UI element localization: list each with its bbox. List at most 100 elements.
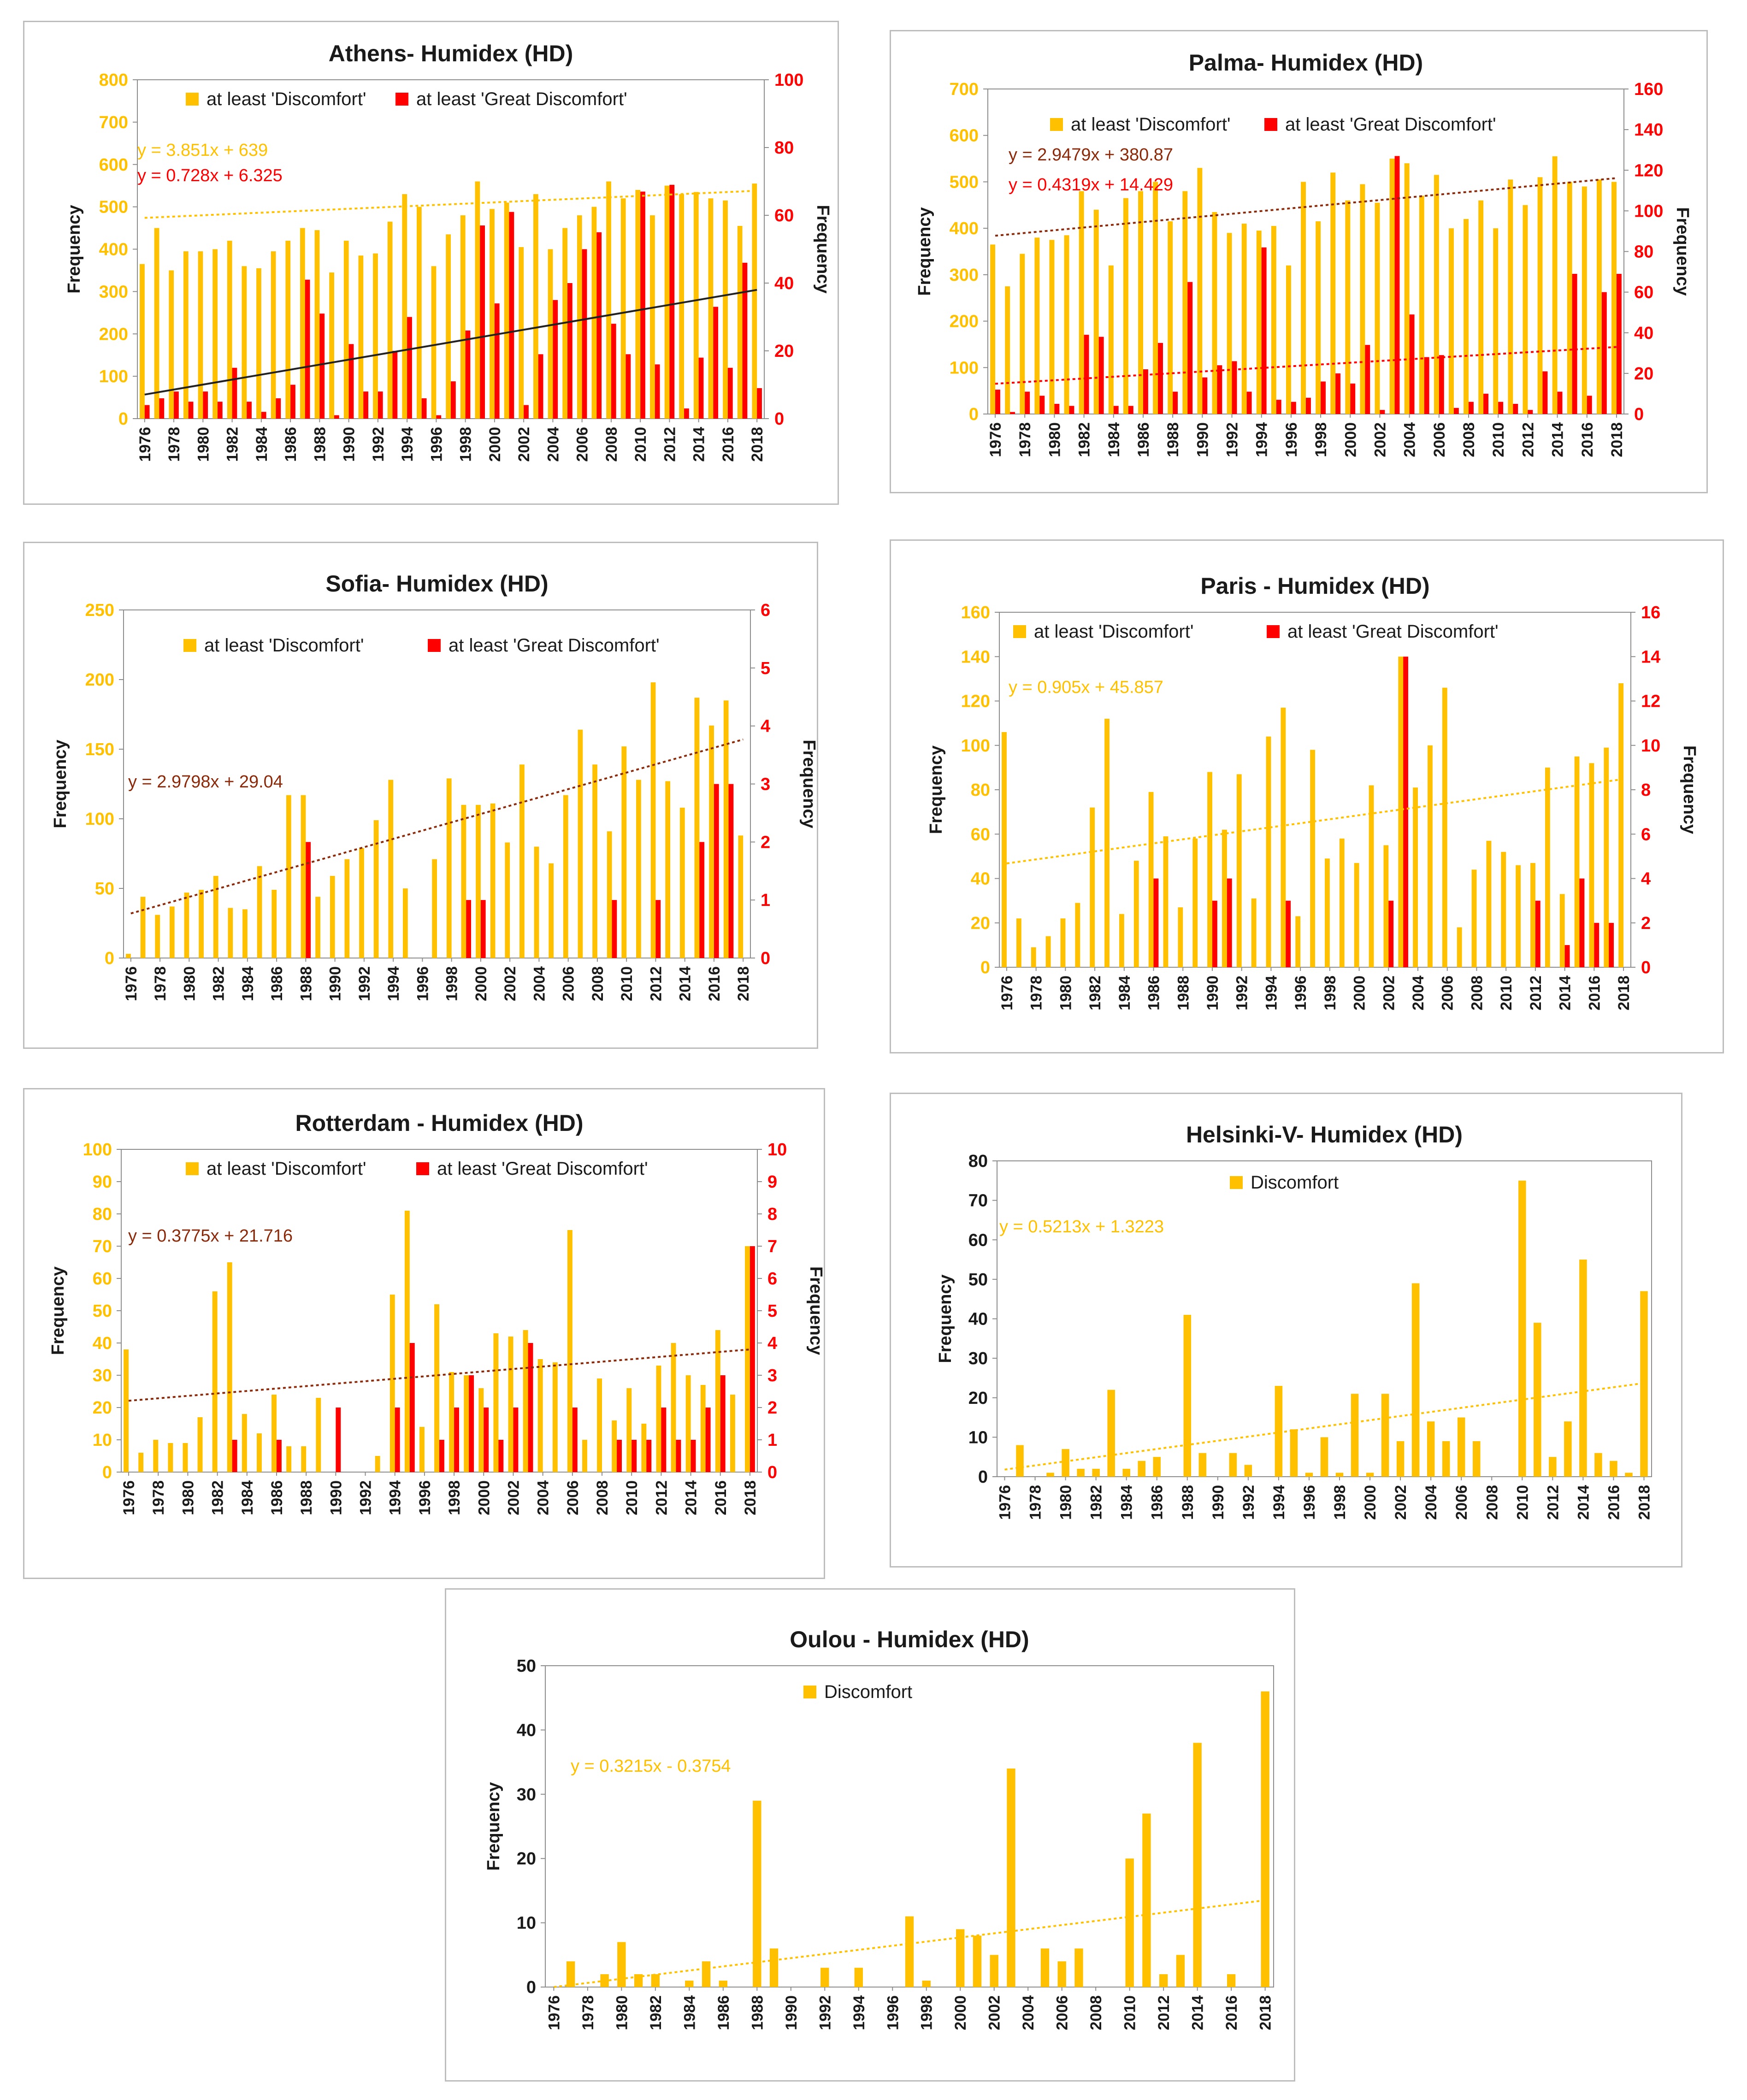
x-tick-label: 1982 — [224, 427, 242, 462]
x-tick-label: 2014 — [1189, 1995, 1207, 2030]
bar-discomfort — [534, 846, 539, 958]
y-tick-label: 150 — [85, 740, 114, 759]
bar-discomfort — [1271, 226, 1276, 414]
x-tick-label: 1998 — [457, 427, 475, 462]
bar-great-discomfort — [484, 1408, 489, 1472]
bar-discomfort — [626, 1388, 632, 1472]
bar-discomfort — [460, 215, 466, 419]
x-tick-label: 1978 — [152, 966, 169, 1001]
bar-great-discomfort — [480, 225, 485, 419]
y2-tick-label: 1 — [767, 1431, 777, 1450]
bar-discomfort — [242, 1414, 247, 1472]
bar-discomfort — [183, 1443, 188, 1472]
x-tick-label: 1986 — [1149, 1485, 1166, 1520]
bar-great-discomfort — [655, 900, 661, 958]
bar-great-discomfort — [159, 398, 165, 419]
y-tick-label: 0 — [102, 1463, 112, 1482]
chart-panel-oulou: Oulou - Humidex (HD) 0 10 20 30 40 50 Frequency… — [445, 1588, 1295, 2082]
x-tick-label: 2012 — [653, 1480, 670, 1515]
x-tick-label: 1994 — [1263, 976, 1280, 1011]
y-tick-label: 50 — [95, 879, 114, 899]
x-tick-label: 2004 — [531, 966, 548, 1001]
x-tick-label: 1992 — [356, 966, 373, 1001]
bar-great-discomfort — [1084, 335, 1089, 414]
bar-discomfort — [464, 1375, 469, 1472]
bar-great-discomfort — [1276, 400, 1281, 414]
bar-great-discomfort — [757, 388, 762, 419]
x-tick-label: 1986 — [268, 1480, 286, 1515]
x-tick-label: 2018 — [1635, 1485, 1653, 1520]
bar-discomfort — [1501, 852, 1506, 967]
y-tick-label: 600 — [99, 155, 128, 175]
y2-tick-label: 80 — [774, 138, 794, 158]
x-tick-label: 2014 — [677, 966, 694, 1001]
y-tick-label: 80 — [93, 1205, 112, 1224]
y2-tick-label: 8 — [767, 1205, 777, 1224]
bar-discomfort — [769, 1948, 779, 1987]
y-tick-label: 100 — [950, 358, 979, 378]
x-tick-label: 2012 — [1155, 1995, 1173, 2030]
bar-great-discomfort — [454, 1408, 460, 1472]
bar-great-discomfort — [509, 212, 514, 419]
bar-discomfort — [390, 1295, 395, 1472]
bar-great-discomfort — [640, 191, 645, 419]
trendline-equation: y = 0.3215x - 0.3754 — [571, 1757, 731, 1776]
x-tick-label: 1978 — [1016, 422, 1034, 457]
x-tick-label: 1986 — [715, 1995, 732, 2030]
bar-discomfort — [1369, 785, 1374, 967]
x-tick-label: 2012 — [1544, 1485, 1562, 1520]
bar-discomfort — [154, 228, 159, 419]
bar-discomfort — [330, 875, 335, 958]
y2-tick-label: 6 — [1641, 825, 1651, 844]
bar-discomfort — [1351, 1394, 1359, 1477]
x-tick-label: 2012 — [1527, 976, 1545, 1011]
bar-discomfort — [343, 241, 349, 419]
y2-tick-label: 6 — [767, 1269, 777, 1289]
y2-tick-label: 3 — [767, 1366, 777, 1385]
bar-discomfort — [449, 1372, 454, 1472]
chart-svg: Paris - Humidex (HD)02040608010012014016… — [927, 573, 1699, 1011]
x-tick-label: 1980 — [1046, 422, 1063, 457]
bar-great-discomfort — [1217, 365, 1222, 414]
x-tick-label: 1982 — [1086, 976, 1104, 1011]
x-tick-label: 1982 — [647, 1995, 665, 2030]
bar-great-discomfort — [232, 367, 237, 419]
legend-label: at least 'Great Discomfort' — [437, 1159, 648, 1179]
bar-discomfort — [1034, 237, 1040, 414]
bar-discomfort — [168, 1443, 173, 1472]
bar-great-discomfort — [1098, 337, 1104, 414]
bar-discomfort — [508, 1337, 513, 1472]
y2-tick-label: 0 — [767, 1463, 777, 1482]
x-tick-label: 1990 — [327, 966, 344, 1001]
bar-discomfort — [1564, 1421, 1572, 1477]
x-tick-label: 1984 — [1105, 422, 1123, 457]
y-tick-label: 30 — [517, 1785, 536, 1804]
y-tick-label: 60 — [968, 1230, 988, 1250]
y2-tick-label: 80 — [1634, 243, 1653, 262]
y2-tick-label: 5 — [767, 1301, 777, 1321]
bar-great-discomfort — [436, 415, 442, 419]
bar-great-discomfort — [1535, 900, 1540, 967]
bar-discomfort — [1046, 1473, 1054, 1477]
x-tick-label: 2002 — [1380, 976, 1398, 1011]
y-tick-label: 80 — [968, 1152, 988, 1171]
bar-discomfort — [504, 202, 509, 419]
bar-discomfort — [316, 1398, 321, 1472]
chart-svg: Oulou - Humidex (HD) 0 10 20 30 40 50 Frequency… — [484, 1627, 1275, 2030]
x-tick-label: 1982 — [1076, 422, 1093, 457]
y-tick-label: 10 — [968, 1428, 988, 1447]
bar-discomfort — [1610, 1461, 1617, 1477]
bar-discomfort — [1093, 209, 1099, 414]
bar-discomfort — [1168, 221, 1173, 414]
x-tick-label: 1990 — [327, 1480, 345, 1515]
bar-discomfort — [1389, 159, 1395, 414]
bar-great-discomfort — [319, 314, 325, 419]
trendline — [130, 738, 744, 915]
bar-discomfort — [300, 228, 305, 419]
bar-discomfort — [1079, 191, 1084, 414]
x-tick-label: 2010 — [1121, 1995, 1139, 2030]
bar-discomfort — [1031, 947, 1036, 967]
bar-discomfort — [1516, 865, 1521, 967]
bar-great-discomfort — [1212, 900, 1217, 967]
legend-label: at least 'Great Discomfort' — [1287, 621, 1499, 642]
